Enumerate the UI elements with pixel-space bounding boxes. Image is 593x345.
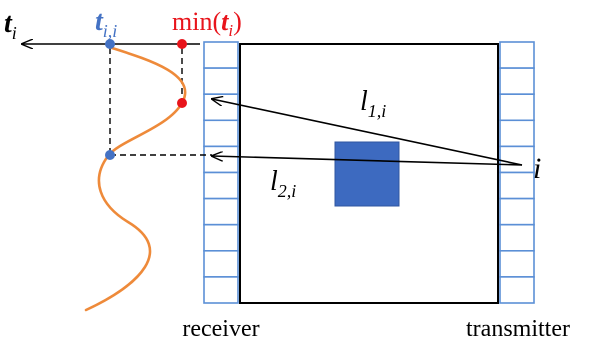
transmitter-element [499,41,535,69]
receiver-element [203,41,239,69]
min-t-label: min(ti) [172,7,242,40]
transmitter-element [499,93,535,122]
min-arrival-dot [177,98,187,108]
transmitter-element [499,276,535,304]
receiver-element [203,171,239,200]
transmitter-element [499,171,535,200]
transmitter-label: transmitter [466,316,570,342]
l1-label: l1,i [360,86,386,121]
received-signal-curve [84,46,187,312]
transmitter-element [499,145,535,174]
transmitter-element [499,197,535,226]
receiver-element [203,197,239,226]
receiver-element [203,119,239,148]
receiver-element [203,276,239,304]
min-t-dot [177,39,187,49]
time-axis-label: ti [4,8,17,43]
ray-l1 [212,99,523,166]
t-ii-dot [105,39,115,49]
receiver-element [203,145,239,174]
receiver-label: receiver [182,316,259,342]
source-label: i [533,152,541,185]
ray-l2 [212,156,523,166]
receiver-array [203,41,239,304]
scattering-object [334,141,400,207]
receiver-element [203,250,239,278]
transmitter-element [499,250,535,278]
transmitter-element [499,223,535,252]
receiver-element [203,223,239,252]
direct-arrival-dot [105,150,115,160]
receiver-element [203,67,239,95]
t-ii-label: ti,i [95,6,117,41]
transmitter-array [499,41,535,304]
imaging-region [239,43,499,304]
transmitter-element [499,67,535,95]
receiver-element [203,93,239,122]
transmitter-element [499,119,535,148]
l2-label: l2,i [270,166,296,201]
